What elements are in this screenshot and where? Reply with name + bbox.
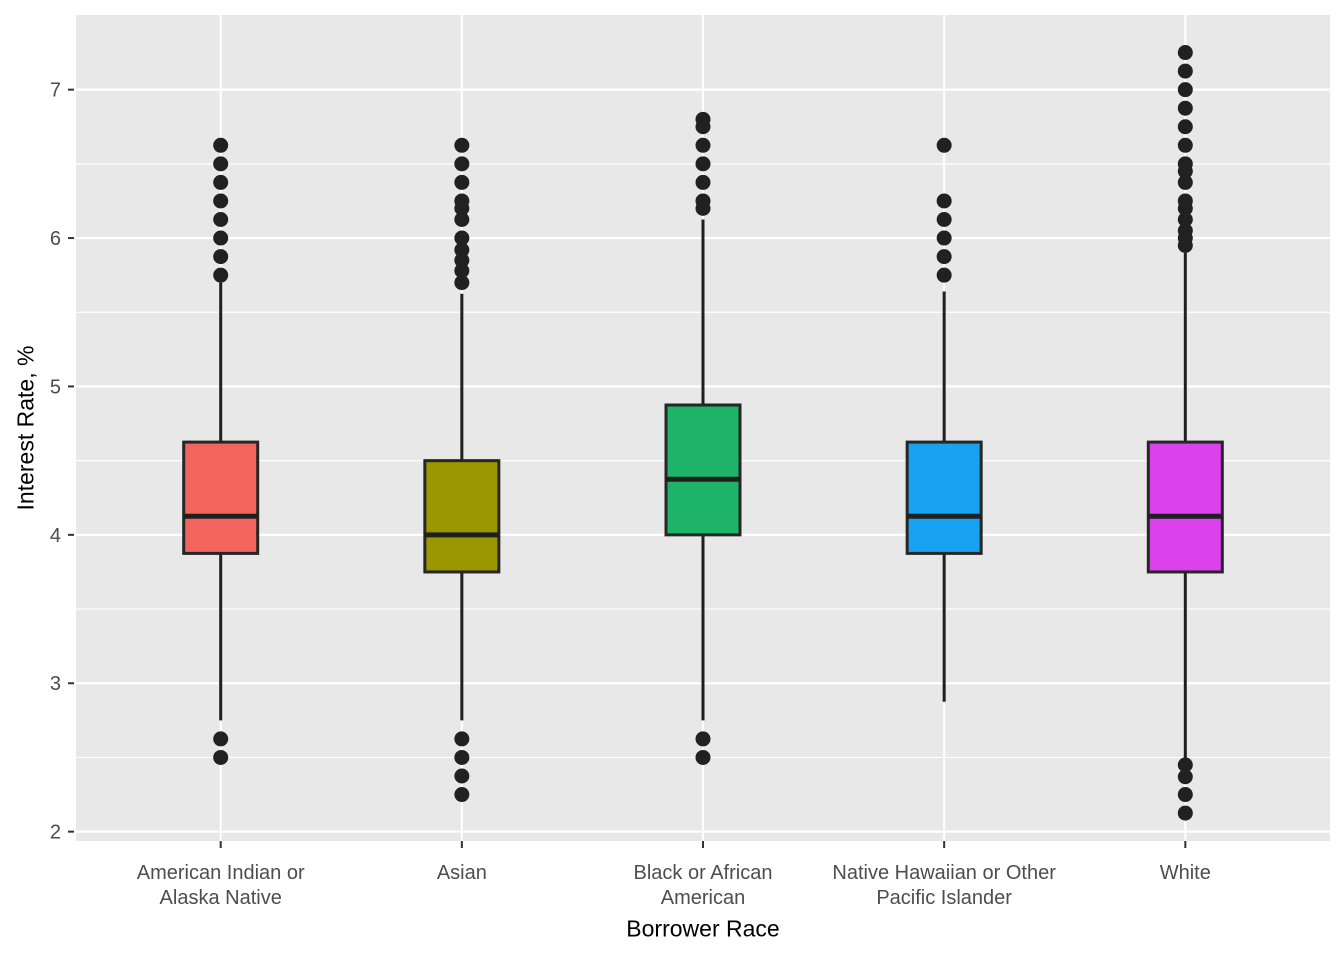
outlier-point-american-indian-or-alaska-native (213, 211, 229, 227)
outlier-point-asian (454, 787, 470, 803)
x-tick-label: White (1160, 862, 1211, 884)
outlier-point-black-or-african-american (695, 174, 711, 190)
outlier-point-white (1177, 156, 1193, 172)
outlier-point-white (1177, 174, 1193, 190)
outlier-point-asian (454, 137, 470, 153)
outlier-point-american-indian-or-alaska-native (213, 174, 229, 190)
outlier-point-asian (454, 768, 470, 784)
y-tick-label: 2 (50, 822, 61, 844)
outlier-point-american-indian-or-alaska-native (213, 749, 229, 765)
outlier-point-white (1177, 82, 1193, 98)
outlier-point-white (1177, 757, 1193, 773)
outlier-point-native-hawaiian-or-other-pacific-islander (936, 193, 952, 209)
x-tick-label: Asian (437, 862, 487, 884)
box-asian (423, 459, 501, 574)
outlier-point-black-or-african-american (695, 731, 711, 747)
outlier-point-asian (454, 193, 470, 209)
outlier-point-asian (454, 211, 470, 227)
outlier-point-asian (454, 275, 470, 291)
x-tick-label: American (661, 887, 745, 909)
outlier-point-black-or-african-american (695, 111, 711, 127)
y-tick-label: 4 (50, 525, 61, 547)
y-tick-label: 6 (50, 228, 61, 250)
box-white (1146, 440, 1224, 574)
outlier-point-white (1177, 137, 1193, 153)
outlier-point-asian (454, 242, 470, 258)
outlier-point-american-indian-or-alaska-native (213, 230, 229, 246)
box-american-indian-or-alaska-native (182, 440, 260, 555)
outlier-point-white (1177, 100, 1193, 116)
outlier-point-native-hawaiian-or-other-pacific-islander (936, 137, 952, 153)
outlier-point-white (1177, 211, 1193, 227)
outlier-point-white (1177, 787, 1193, 803)
outlier-point-american-indian-or-alaska-native (213, 267, 229, 283)
outlier-point-black-or-african-american (695, 749, 711, 765)
outlier-point-native-hawaiian-or-other-pacific-islander (936, 267, 952, 283)
outlier-point-asian (454, 263, 470, 279)
outlier-point-asian (454, 252, 470, 268)
x-tick-label: Pacific Islander (876, 887, 1012, 909)
outlier-point-white (1177, 119, 1193, 135)
outlier-point-white (1177, 223, 1193, 239)
outlier-point-native-hawaiian-or-other-pacific-islander (936, 211, 952, 227)
outlier-point-native-hawaiian-or-other-pacific-islander (936, 230, 952, 246)
y-tick-label: 5 (50, 376, 61, 398)
y-axis-title: Interest Rate, % (12, 345, 39, 511)
outlier-point-asian (454, 230, 470, 246)
x-tick-label: Native Hawaiian or Other (832, 862, 1056, 884)
outlier-point-asian (454, 749, 470, 765)
outlier-point-asian (454, 731, 470, 747)
outlier-point-american-indian-or-alaska-native (213, 137, 229, 153)
outlier-point-native-hawaiian-or-other-pacific-islander (936, 249, 952, 265)
outlier-point-black-or-african-american (695, 156, 711, 172)
outlier-point-asian (454, 174, 470, 190)
outlier-point-black-or-african-american (695, 193, 711, 209)
y-tick-label: 7 (50, 80, 61, 102)
outlier-point-white (1177, 45, 1193, 61)
x-axis-title: Borrower Race (626, 915, 780, 942)
outlier-point-american-indian-or-alaska-native (213, 193, 229, 209)
outlier-point-black-or-african-american (695, 137, 711, 153)
outlier-point-american-indian-or-alaska-native (213, 731, 229, 747)
outlier-point-white (1177, 805, 1193, 821)
y-tick-label: 3 (50, 673, 61, 695)
x-tick-label: Black or African (634, 862, 773, 884)
x-tick-label: Alaska Native (160, 887, 282, 909)
outlier-point-white (1177, 193, 1193, 209)
box-black-or-african-american (664, 403, 742, 537)
outlier-point-american-indian-or-alaska-native (213, 249, 229, 265)
x-tick-label: American Indian or (137, 862, 305, 884)
outlier-point-white (1177, 63, 1193, 79)
box-native-hawaiian-or-other-pacific-islander (905, 440, 983, 555)
outlier-point-asian (454, 156, 470, 172)
outlier-point-american-indian-or-alaska-native (213, 156, 229, 172)
outlier-point-white (1177, 769, 1193, 785)
